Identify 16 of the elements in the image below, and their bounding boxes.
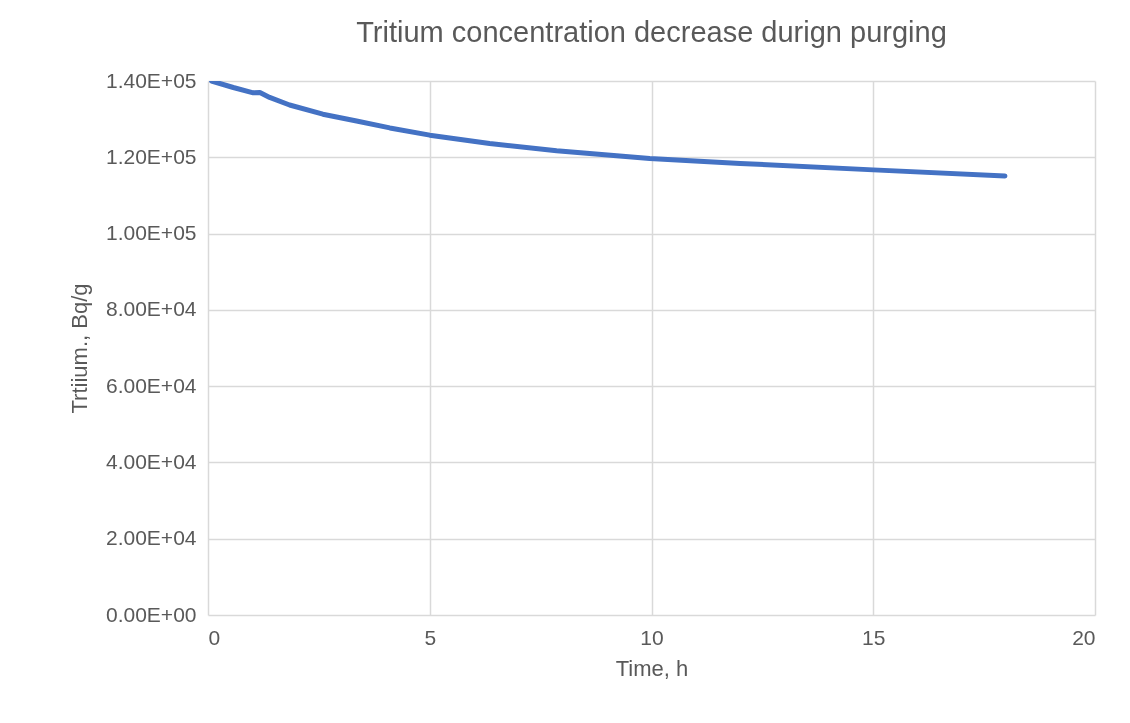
x-tick-label: 20 (1072, 625, 1096, 649)
x-tick-label: 0 (208, 625, 221, 649)
y-tick-label: 4.00E+04 (105, 449, 197, 473)
y-tick-label: 1.40E+05 (105, 68, 197, 92)
y-tick-label: 6.00E+04 (105, 373, 197, 397)
y-tick-label: 0.00E+00 (105, 602, 197, 626)
y-tick-label: 8.00E+04 (105, 297, 197, 321)
x-tick-label: 15 (862, 625, 886, 649)
y-axis-title: Trtiium., Bq/g (67, 283, 92, 414)
y-tick-label: 1.20E+05 (105, 144, 197, 168)
x-tick-label: 5 (424, 625, 437, 649)
y-tick-label: 1.00E+05 (105, 221, 197, 245)
y-tick-label: 2.00E+04 (105, 526, 197, 550)
x-axis-title: Time, h (615, 655, 689, 681)
x-tick-label: 10 (640, 625, 664, 649)
chart-title: Tritium concentration decrease durign purging (356, 16, 947, 48)
